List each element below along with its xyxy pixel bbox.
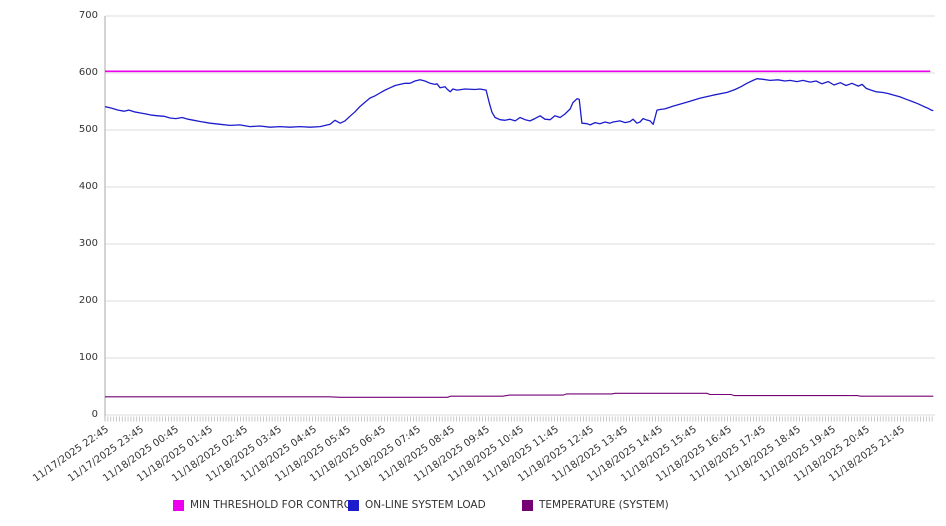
legend-label: ON-LINE SYSTEM LOAD	[365, 499, 486, 511]
y-tick-label: 500	[78, 124, 98, 135]
y-tick-label: 300	[78, 238, 98, 249]
y-tick-label: 700	[78, 10, 98, 21]
y-tick-label: 0	[91, 409, 98, 420]
system-load-swatch-icon	[348, 499, 359, 511]
temperature-swatch-icon	[522, 499, 533, 511]
series-line-on-line-system-load	[104, 78, 934, 128]
y-tick-label: 400	[78, 181, 98, 192]
legend-label: TEMPERATURE (SYSTEM)	[539, 499, 669, 511]
y-tick-label: 100	[78, 352, 98, 363]
y-tick-label: 200	[78, 295, 98, 306]
min-threshold-swatch-icon	[173, 499, 184, 511]
legend-label: MIN THRESHOLD FOR CONTROL	[190, 499, 358, 511]
series-line-temperature-system-	[105, 392, 934, 398]
legend-item-temperature: TEMPERATURE (SYSTEM)	[522, 499, 669, 511]
legend-item-min-threshold: MIN THRESHOLD FOR CONTROL	[173, 499, 358, 511]
legend-item-system-load: ON-LINE SYSTEM LOAD	[348, 499, 486, 511]
y-tick-label: 600	[78, 67, 98, 78]
